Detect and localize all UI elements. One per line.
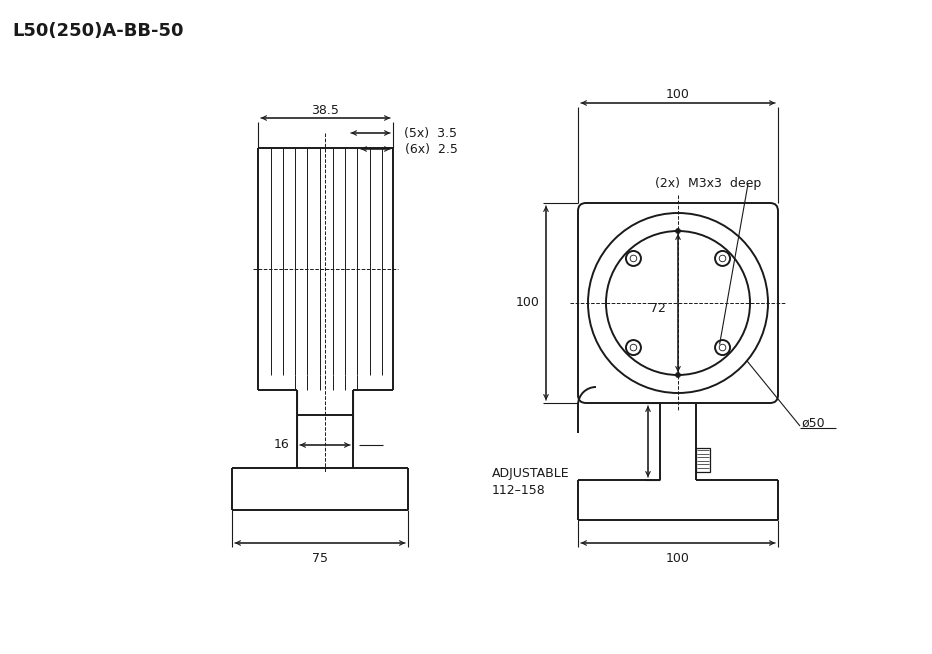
Text: (6x)  2.5: (6x) 2.5 (404, 143, 458, 156)
Text: 100: 100 (516, 296, 540, 309)
Circle shape (676, 373, 680, 377)
Text: 100: 100 (666, 88, 690, 101)
Text: 16: 16 (273, 438, 289, 451)
Text: 75: 75 (312, 552, 328, 565)
Text: ø50: ø50 (802, 417, 826, 430)
Text: ADJUSTABLE: ADJUSTABLE (492, 468, 569, 481)
Circle shape (676, 228, 680, 233)
Bar (696, 448, 710, 472)
Text: (5x)  3.5: (5x) 3.5 (404, 126, 458, 139)
Text: (2x)  M3x3  deep: (2x) M3x3 deep (655, 177, 761, 190)
Text: 38.5: 38.5 (311, 103, 339, 116)
Text: L50(250)A-BB-50: L50(250)A-BB-50 (12, 22, 184, 40)
Text: 72: 72 (651, 301, 666, 315)
Text: 112–158: 112–158 (492, 485, 546, 498)
Text: 100: 100 (666, 552, 690, 565)
